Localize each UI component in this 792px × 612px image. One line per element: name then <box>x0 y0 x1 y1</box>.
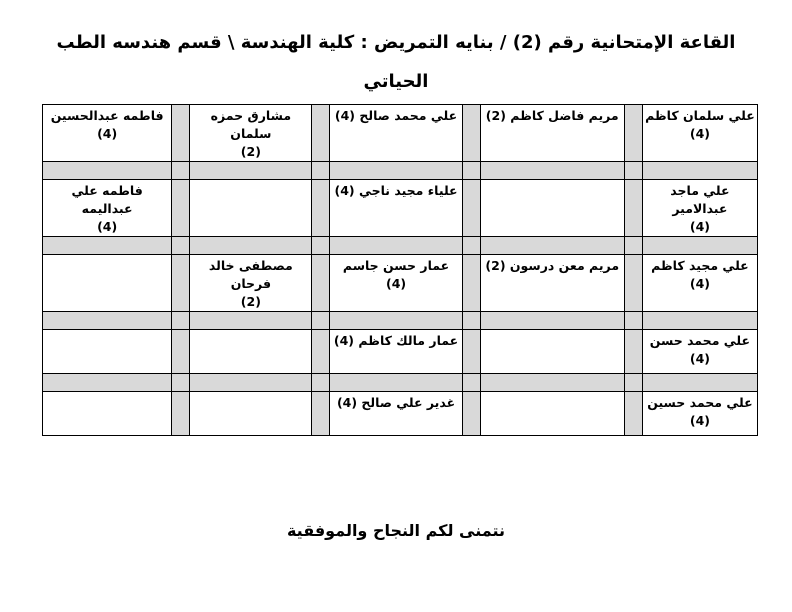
row-spacer-cell <box>479 161 625 180</box>
seat-row: علي محمد حسين (4) غدير علي صالح (4) <box>41 391 759 436</box>
row-spacer-cell <box>311 311 331 330</box>
row-spacer-cell <box>623 311 643 330</box>
row-spacer-cell <box>41 373 173 392</box>
empty-seat-cell <box>41 391 173 436</box>
empty-seat-cell <box>189 391 313 436</box>
column-spacer-cell <box>171 254 191 312</box>
column-spacer-cell <box>171 391 191 436</box>
empty-seat-cell <box>479 329 625 374</box>
empty-seat-cell <box>189 329 313 374</box>
row-spacer-cell <box>41 236 173 255</box>
row-spacer-cell <box>41 161 173 180</box>
row-spacer-cell <box>329 373 463 392</box>
row-spacer-cell <box>189 236 313 255</box>
row-spacer-cell <box>461 236 481 255</box>
seat-cell: مريم معن درسون (2) <box>479 254 625 312</box>
column-spacer-cell <box>623 391 643 436</box>
seat-cell: علياء مجيد ناجي (4) <box>329 179 463 237</box>
column-spacer-cell <box>623 254 643 312</box>
column-spacer-cell <box>171 179 191 237</box>
row-spacer <box>41 236 759 255</box>
empty-seat-cell <box>479 391 625 436</box>
column-spacer-cell <box>311 391 331 436</box>
seat-cell: عمار مالك كاظم (4) <box>329 329 463 374</box>
column-spacer-cell <box>623 104 643 162</box>
row-spacer-cell <box>641 161 759 180</box>
row-spacer-cell <box>329 236 463 255</box>
seat-cell: مصطفى خالد فرحان (2) <box>189 254 313 312</box>
column-spacer-cell <box>311 329 331 374</box>
row-spacer-cell <box>641 373 759 392</box>
empty-seat-cell <box>41 254 173 312</box>
row-spacer <box>41 161 759 180</box>
seat-cell: عمار حسن جاسم (4) <box>329 254 463 312</box>
row-spacer-cell <box>329 311 463 330</box>
row-spacer-cell <box>41 311 173 330</box>
row-spacer-cell <box>171 236 191 255</box>
row-spacer-cell <box>641 311 759 330</box>
seat-cell: فاطمه علي عبداليمه (4) <box>41 179 173 237</box>
seat-cell: علي سلمان كاظم (4) <box>641 104 759 162</box>
row-spacer-cell <box>189 373 313 392</box>
seat-cell: علي محمد حسين (4) <box>641 391 759 436</box>
row-spacer-cell <box>479 311 625 330</box>
seat-cell: مشارق حمزه سلمان (2) <box>189 104 313 162</box>
row-spacer-cell <box>311 236 331 255</box>
row-spacer <box>41 311 759 330</box>
empty-seat-cell <box>41 329 173 374</box>
seating-table: علي سلمان كاظم (4) مريم فاضل كاظم (2) علي … <box>41 104 759 436</box>
row-spacer-cell <box>479 236 625 255</box>
seat-row: علي محمد حسن (4) عمار مالك كاظم (4) <box>41 329 759 374</box>
seat-cell: غدير علي صالح (4) <box>329 391 463 436</box>
page-title-line-2: الحياتي <box>363 71 429 92</box>
seat-cell: علي مجيد كاظم (4) <box>641 254 759 312</box>
column-spacer-cell <box>171 329 191 374</box>
empty-seat-cell <box>479 179 625 237</box>
seat-row: علي مجيد كاظم (4) مريم معن درسون (2) عمار … <box>41 254 759 312</box>
seat-cell: علي محمد حسن (4) <box>641 329 759 374</box>
page-title-line-1: القاعة الإمتحانية رقم (2) / بنايه التمري… <box>56 32 736 53</box>
seat-row: علي ماجد عبدالامير (4) علياء مجيد ناجي (4… <box>41 179 759 237</box>
row-spacer-cell <box>171 311 191 330</box>
seat-cell: علي محمد صالح (4) <box>329 104 463 162</box>
row-spacer <box>41 373 759 392</box>
column-spacer-cell <box>461 179 481 237</box>
row-spacer-cell <box>311 373 331 392</box>
row-spacer-cell <box>171 373 191 392</box>
seat-row: علي سلمان كاظم (4) مريم فاضل كاظم (2) علي … <box>41 104 759 162</box>
row-spacer-cell <box>189 311 313 330</box>
row-spacer-cell <box>461 161 481 180</box>
page-title: القاعة الإمتحانية رقم (2) / بنايه التمري… <box>0 23 792 101</box>
row-spacer-cell <box>461 311 481 330</box>
row-spacer-cell <box>329 161 463 180</box>
row-spacer-cell <box>641 236 759 255</box>
footer-message: نتمنى لكم النجاح والموفقية <box>286 521 506 540</box>
row-spacer-cell <box>461 373 481 392</box>
row-spacer-cell <box>171 161 191 180</box>
column-spacer-cell <box>311 104 331 162</box>
column-spacer-cell <box>461 329 481 374</box>
empty-seat-cell <box>189 179 313 237</box>
column-spacer-cell <box>623 179 643 237</box>
column-spacer-cell <box>311 254 331 312</box>
row-spacer-cell <box>479 373 625 392</box>
row-spacer-cell <box>623 373 643 392</box>
row-spacer-cell <box>623 161 643 180</box>
seat-cell: مريم فاضل كاظم (2) <box>479 104 625 162</box>
seat-cell: فاطمه عبدالحسين (4) <box>41 104 173 162</box>
column-spacer-cell <box>311 179 331 237</box>
seat-cell: علي ماجد عبدالامير (4) <box>641 179 759 237</box>
column-spacer-cell <box>461 254 481 312</box>
row-spacer-cell <box>189 161 313 180</box>
column-spacer-cell <box>461 104 481 162</box>
column-spacer-cell <box>171 104 191 162</box>
row-spacer-cell <box>311 161 331 180</box>
row-spacer-cell <box>623 236 643 255</box>
column-spacer-cell <box>461 391 481 436</box>
column-spacer-cell <box>623 329 643 374</box>
